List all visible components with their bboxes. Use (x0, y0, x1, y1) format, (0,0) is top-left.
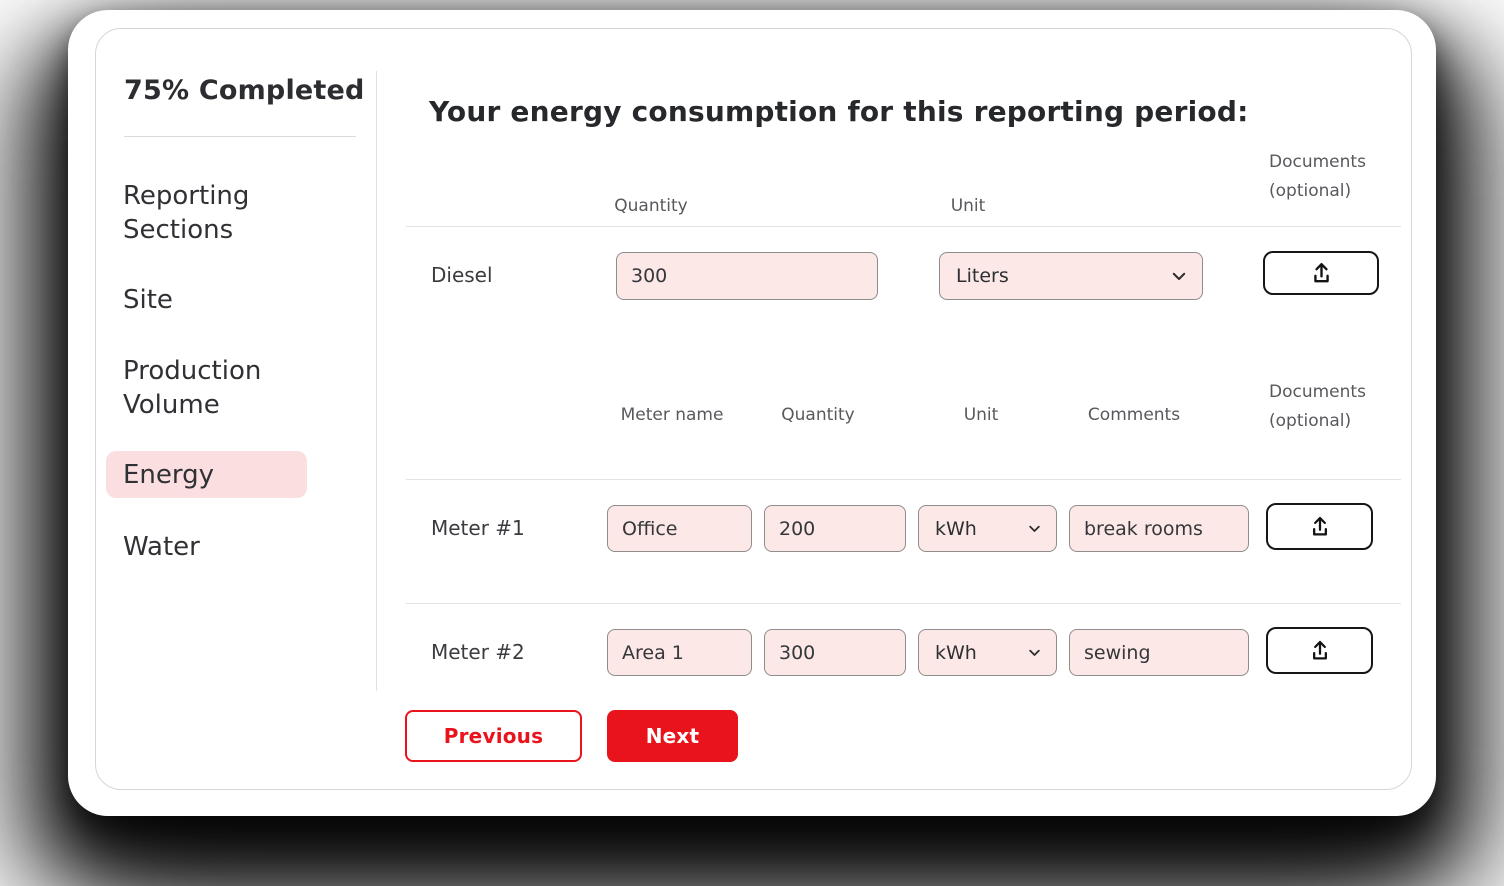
row-divider (406, 226, 1401, 227)
fuel-documents-header: Documents (optional) (1269, 152, 1366, 201)
sidebar-item-site[interactable]: Site (123, 285, 173, 315)
row-divider (406, 603, 1401, 604)
sidebar-item-energy[interactable]: Energy (106, 451, 307, 498)
upload-icon (1307, 514, 1333, 540)
meter-1-comments-input[interactable] (1069, 505, 1249, 552)
meter-name-header: Meter name (620, 405, 724, 425)
meter-comments-header: Comments (1087, 405, 1181, 425)
meter-1-row-label: Meter #1 (431, 516, 525, 540)
chevron-down-icon (1027, 521, 1042, 536)
diesel-quantity-input[interactable] (616, 252, 878, 300)
meter-2-unit-value: kWh (935, 641, 977, 664)
previous-button[interactable]: Previous (405, 710, 582, 762)
meter-1-unit-value: kWh (935, 517, 977, 540)
meter-documents-header: Documents (optional) (1269, 382, 1366, 431)
meter-2-name-input[interactable] (607, 629, 752, 676)
meter-2-comments-input[interactable] (1069, 629, 1249, 676)
app-card: 75% Completed Reporting Sections Site Pr… (68, 10, 1436, 816)
meter-2-unit-select[interactable]: kWh (918, 629, 1057, 676)
meter-2-row-label: Meter #2 (431, 640, 525, 664)
content-panel: 75% Completed Reporting Sections Site Pr… (95, 28, 1412, 790)
fuel-quantity-header: Quantity (614, 196, 688, 216)
page-title: Your energy consumption for this reporti… (429, 95, 1249, 128)
sidebar-divider (124, 136, 356, 137)
progress-label: 75% Completed (124, 75, 365, 106)
diesel-unit-value: Liters (956, 265, 1009, 287)
sidebar-vertical-divider (376, 71, 377, 691)
fuel-unit-header: Unit (950, 196, 986, 216)
diesel-unit-select[interactable]: Liters (939, 252, 1203, 300)
upload-icon (1307, 638, 1333, 664)
meter-1-quantity-input[interactable] (764, 505, 906, 552)
meter-unit-header: Unit (963, 405, 999, 425)
meter-1-upload-button[interactable] (1266, 503, 1373, 550)
row-divider (406, 479, 1401, 480)
sidebar-item-reporting-sections[interactable]: Reporting Sections (123, 181, 250, 245)
diesel-upload-button[interactable] (1263, 251, 1379, 295)
diesel-row-label: Diesel (431, 263, 493, 287)
sidebar-item-water[interactable]: Water (123, 532, 200, 562)
sidebar-item-label: Energy (123, 459, 215, 490)
next-button[interactable]: Next (607, 710, 738, 762)
meter-2-upload-button[interactable] (1266, 627, 1373, 674)
upload-icon (1308, 260, 1335, 287)
meter-1-name-input[interactable] (607, 505, 752, 552)
meter-quantity-header: Quantity (781, 405, 855, 425)
chevron-down-icon (1027, 645, 1042, 660)
meter-2-quantity-input[interactable] (764, 629, 906, 676)
sidebar-item-production-volume[interactable]: Production Volume (123, 356, 262, 420)
meter-1-unit-select[interactable]: kWh (918, 505, 1057, 552)
chevron-down-icon (1170, 267, 1188, 285)
